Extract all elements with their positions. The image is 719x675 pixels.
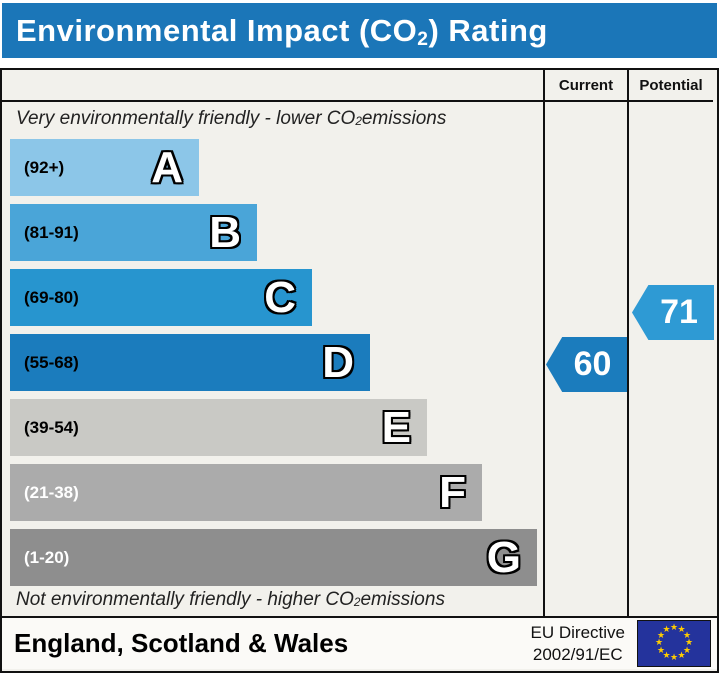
band-range-label: (69-80) bbox=[24, 287, 79, 307]
band-row: (55-68) D bbox=[10, 334, 543, 391]
band-row: (1-20) G bbox=[10, 529, 543, 586]
band-bar: (55-68) D bbox=[10, 334, 370, 391]
band-row: (69-80) C bbox=[10, 269, 543, 326]
band-letter: B bbox=[209, 208, 241, 257]
band-bar: (39-54) E bbox=[10, 399, 427, 456]
eu-flag-star: ★ bbox=[677, 649, 686, 660]
eu-flag-star: ★ bbox=[662, 649, 671, 660]
band-range-label: (21-38) bbox=[24, 482, 79, 502]
page-title: Environmental Impact (CO2) Rating bbox=[16, 12, 548, 50]
band-letter: E bbox=[381, 403, 411, 452]
band-bar: (69-80) C bbox=[10, 269, 312, 326]
band-row: (39-54) E bbox=[10, 399, 543, 456]
band-row: (81-91) B bbox=[10, 204, 543, 261]
eu-flag-star: ★ bbox=[677, 624, 686, 634]
band-row: (21-38) F bbox=[10, 464, 543, 521]
bottom-note: Not environmentally friendly - higher CO… bbox=[2, 586, 543, 614]
eu-directive-label: EU Directive 2002/91/EC bbox=[531, 622, 625, 665]
top-note-subscript: 2 bbox=[355, 115, 362, 129]
band-letter: G bbox=[486, 533, 521, 582]
chart-column: Very environmentally friendly - lower CO… bbox=[2, 70, 543, 616]
band-row: (92+) A bbox=[10, 139, 543, 196]
eu-directive-line1: EU Directive bbox=[530, 623, 625, 643]
band-letter: A bbox=[151, 143, 183, 192]
eu-flag-star: ★ bbox=[662, 624, 671, 634]
band-bar: (92+) A bbox=[10, 139, 199, 196]
potential-rating-value: 71 bbox=[660, 293, 698, 331]
band-range-label: (55-68) bbox=[24, 352, 79, 372]
page-title-suffix: ) Rating bbox=[428, 12, 548, 48]
eu-flag-star: ★ bbox=[670, 652, 679, 662]
current-column-body: 60 bbox=[545, 102, 627, 614]
band-bar: (21-38) F bbox=[10, 464, 482, 521]
eu-flag-star: ★ bbox=[655, 637, 664, 647]
eu-flag-star: ★ bbox=[670, 622, 679, 632]
bottom-note-suffix: emissions bbox=[360, 589, 445, 610]
bands-container: (92+) A (81-91) B (69-80) C (55-68) D (3… bbox=[2, 136, 543, 586]
potential-column-body: 71 bbox=[629, 102, 714, 614]
band-bar: (1-20) G bbox=[10, 529, 537, 586]
current-rating-value: 60 bbox=[573, 345, 612, 383]
potential-column-header: Potential bbox=[629, 70, 713, 102]
page-title-subscript: 2 bbox=[417, 28, 429, 50]
top-note: Very environmentally friendly - lower CO… bbox=[2, 102, 543, 136]
potential-column: Potential 71 bbox=[627, 70, 714, 616]
bottom-note-text: Not environmentally friendly - higher CO bbox=[16, 589, 354, 610]
eu-flag-star: ★ bbox=[657, 644, 666, 655]
eu-flag-star: ★ bbox=[682, 629, 692, 640]
band-range-label: (81-91) bbox=[24, 222, 79, 242]
footer-right: EU Directive 2002/91/EC ★ ★ ★ ★ ★ ★ ★ ★ ★ ★ ★ ★ bbox=[531, 620, 711, 667]
chart-column-header bbox=[2, 70, 543, 102]
rating-table: Very environmentally friendly - lower CO… bbox=[0, 68, 719, 673]
eu-flag-star: ★ bbox=[657, 629, 666, 640]
chart-column-body: Very environmentally friendly - lower CO… bbox=[2, 102, 543, 614]
band-range-label: (1-20) bbox=[24, 547, 70, 567]
eu-flag-icon: ★ ★ ★ ★ ★ ★ ★ ★ ★ ★ ★ ★ bbox=[637, 620, 711, 667]
current-rating-arrow: 60 bbox=[546, 337, 627, 392]
band-range-label: (39-54) bbox=[24, 417, 79, 437]
current-column-header: Current bbox=[545, 70, 627, 102]
region-label: England, Scotland & Wales bbox=[14, 628, 349, 658]
eu-flag-star: ★ bbox=[682, 644, 692, 655]
title-bar: Environmental Impact (CO2) Rating bbox=[2, 3, 717, 58]
potential-rating-arrow: 71 bbox=[632, 285, 714, 340]
page-title-text: Environmental Impact (CO bbox=[16, 12, 418, 48]
band-letter: F bbox=[439, 468, 466, 517]
eu-flag-star: ★ bbox=[685, 637, 694, 647]
band-letter: C bbox=[264, 273, 296, 322]
band-bar: (81-91) B bbox=[10, 204, 257, 261]
eu-directive-line2: 2002/91/EC bbox=[532, 644, 623, 664]
band-letter: D bbox=[322, 338, 354, 387]
bottom-note-subscript: 2 bbox=[353, 596, 361, 610]
band-range-label: (92+) bbox=[24, 157, 65, 177]
top-note-text: Very environmentally friendly - lower CO bbox=[16, 108, 356, 129]
rating-grid: Very environmentally friendly - lower CO… bbox=[2, 70, 717, 616]
top-note-suffix: emissions bbox=[361, 108, 447, 129]
footer: England, Scotland & Wales EU Directive 2… bbox=[2, 616, 717, 669]
current-column: Current 60 bbox=[543, 70, 627, 616]
